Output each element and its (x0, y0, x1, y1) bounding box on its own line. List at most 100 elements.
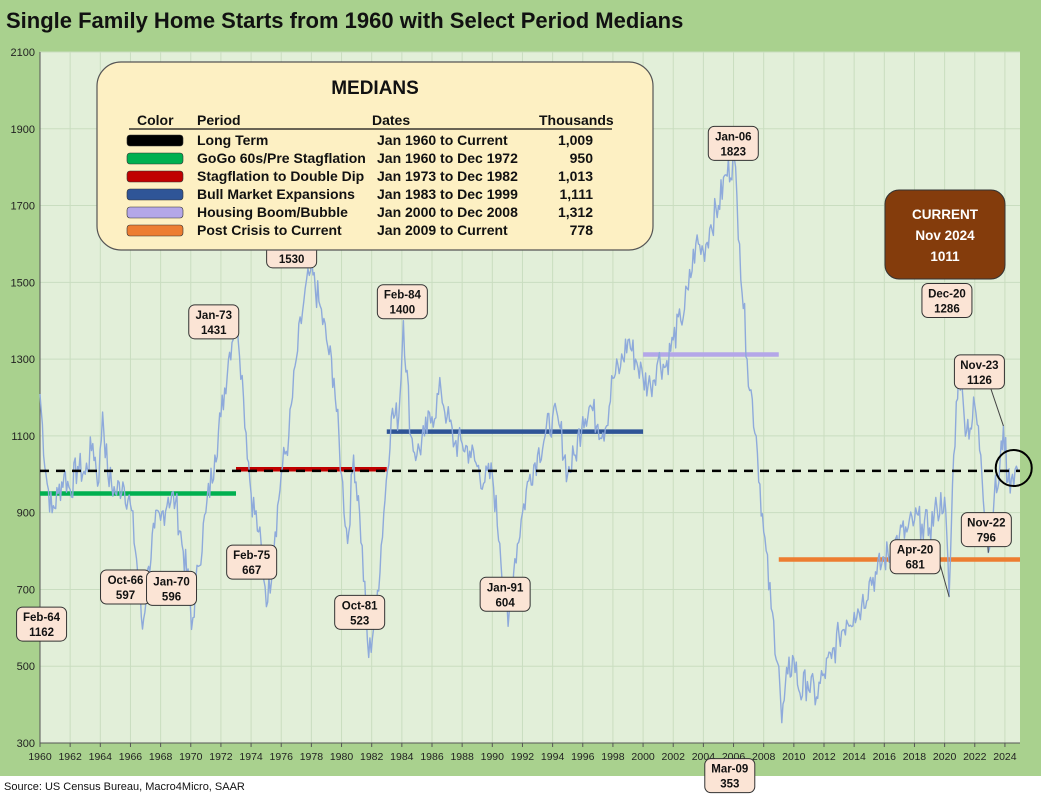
annotation-box (707, 125, 759, 161)
legend-period: Stagflation to Double Dip (197, 168, 364, 184)
annotation-box (953, 354, 1005, 390)
legend-value: 950 (570, 150, 594, 166)
annotation-callout: Nov-23 1126 (953, 354, 1005, 390)
x-tick-label: 1974 (239, 751, 263, 763)
annotation-date: Mar-09 (711, 764, 748, 776)
current-box (884, 189, 1006, 280)
annotation-callout: Oct-81 523 (334, 594, 386, 630)
legend-swatch (126, 188, 184, 201)
x-tick-label: 1978 (300, 751, 324, 763)
annotation-callout: Apr-20 681 (889, 539, 941, 575)
annotation-box (16, 606, 68, 642)
current-text: Nov 2024 (915, 228, 975, 243)
legend-period: GoGo 60s/Pre Stagflation (197, 150, 366, 166)
axes: 300 500 700 900 1100 1300 1500 1700 1900 2100 1960… (11, 47, 1020, 763)
annotation-box (921, 282, 973, 318)
annotation-value: 604 (496, 597, 516, 609)
x-tick-label: 2008 (752, 751, 776, 763)
legend-row: Post Crisis to Current Jan 2009 to Curren… (126, 222, 594, 238)
annotation-box (889, 539, 941, 575)
y-tick-label: 1100 (11, 431, 35, 443)
x-tick-label: 2016 (873, 751, 897, 763)
annotations: Feb-64 1162 Oct-66 597 Jan-70 596 Jan-73 1431 Fe… (16, 125, 1012, 794)
annotation-callout: Dec-20 1286 (921, 282, 973, 318)
annotation-date: Feb-84 (384, 290, 422, 302)
legend-period: Post Crisis to Current (197, 222, 342, 238)
x-tick-label: 1982 (360, 751, 384, 763)
annotation-value: 681 (906, 560, 926, 572)
x-tick-label: 1962 (58, 751, 82, 763)
x-tick-label: 1970 (179, 751, 203, 763)
legend-swatch (126, 134, 184, 147)
x-tick-label: 1964 (89, 751, 113, 763)
annotation-box (479, 576, 531, 612)
annotation-callout: Mar-09 353 (704, 758, 756, 794)
legend-header: Dates (372, 112, 410, 128)
annotation-date: Dec-20 (928, 288, 966, 300)
x-tick-label: 1976 (270, 751, 294, 763)
annotation-box (960, 512, 1012, 548)
x-tick-label: 1980 (330, 751, 354, 763)
series-line (39, 151, 1019, 724)
annotation-callout: Feb-75 667 (226, 544, 278, 580)
x-tick-label: 1998 (601, 751, 625, 763)
annotation-value: 1162 (29, 627, 54, 639)
annotation-date: Feb-64 (23, 612, 61, 624)
legend-value: 778 (570, 222, 594, 238)
y-tick-label: 700 (17, 584, 35, 596)
annotation-value: 596 (162, 591, 181, 603)
x-tick-label: 1984 (390, 751, 414, 763)
legend-swatch (126, 152, 184, 165)
annotation-callout: Jan-73 1431 (188, 304, 240, 340)
x-tick-label: 2012 (812, 751, 836, 763)
legend-row: Stagflation to Double Dip Jan 1973 to Dec… (126, 168, 593, 184)
annotation-box (188, 304, 240, 340)
y-tick-label: 2100 (11, 47, 35, 59)
annotation-date: Jan-06 (715, 131, 751, 143)
x-tick-label: 2024 (993, 751, 1017, 763)
annotation-value: 523 (350, 615, 369, 627)
annotation-value: 1431 (201, 325, 227, 337)
y-tick-label: 1500 (11, 277, 35, 289)
annotation-date: Jan-91 (487, 582, 524, 594)
legend-row: GoGo 60s/Pre Stagflation Jan 1960 to Dec … (126, 150, 594, 166)
annotation-value: 1400 (390, 305, 416, 317)
legend-swatch (126, 170, 184, 183)
series-layer (39, 151, 1019, 724)
annotation-value: 1126 (967, 375, 992, 387)
legend-period: Housing Boom/Bubble (197, 204, 348, 220)
annotation-box (376, 284, 428, 320)
current-marker-circle (994, 449, 1033, 488)
title-bar: Single Family Home Starts from 1960 with… (0, 0, 1041, 42)
legend-dates: Jan 1960 to Dec 1972 (377, 150, 518, 166)
y-tick-label: 1300 (11, 354, 35, 366)
annotation-value: 353 (720, 779, 739, 791)
legend-value: 1,111 (560, 186, 594, 202)
y-tick-label: 1900 (11, 124, 35, 136)
annotation-value: 597 (116, 590, 135, 602)
x-tick-label: 1960 (28, 751, 52, 763)
annotation-callout: Nov-22 796 (960, 512, 1012, 548)
legend-dates: Jan 2009 to Current (377, 222, 508, 238)
legend-title: MEDIANS (331, 78, 419, 99)
annotation-box (146, 570, 198, 606)
annotation-date: Jan-70 (153, 576, 189, 588)
annotation-date: Nov-22 (967, 518, 1005, 530)
legend-value: 1,312 (558, 204, 593, 220)
x-tick-label: 1972 (209, 751, 233, 763)
legend-row: Bull Market Expansions Jan 1983 to Dec 19… (126, 186, 594, 202)
chart-title: Single Family Home Starts from 1960 with… (6, 8, 684, 33)
legend-period: Bull Market Expansions (197, 186, 355, 202)
current-text: CURRENT (912, 207, 979, 222)
x-tick-label: 2000 (631, 751, 655, 763)
x-tick-label: 1988 (450, 751, 474, 763)
legend-dates: Jan 2000 to Dec 2008 (377, 204, 518, 220)
y-tick-label: 900 (17, 508, 35, 520)
x-tick-label: 1968 (149, 751, 173, 763)
legend-dates: Jan 1973 to Dec 1982 (377, 168, 518, 184)
legend-header: Color (137, 112, 174, 128)
x-tick-label: 2014 (842, 751, 866, 763)
annotation-callout: Oct-66 597 (100, 569, 152, 605)
annotation-callout: Jan-91 604 (479, 576, 531, 612)
